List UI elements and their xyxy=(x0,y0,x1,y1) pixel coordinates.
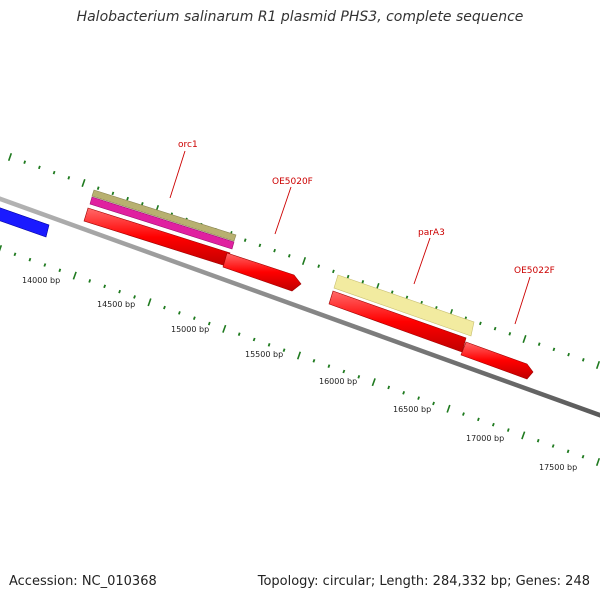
minor-tick xyxy=(28,257,32,262)
bp-label: 15500 bp xyxy=(245,350,283,359)
minor-tick xyxy=(357,375,361,379)
minor-tick xyxy=(192,316,196,321)
gene-label-parA3: parA3 xyxy=(418,228,445,238)
minor-tick xyxy=(282,348,286,353)
major-tick xyxy=(521,431,526,440)
minor-tick xyxy=(103,284,107,289)
minor-tick xyxy=(163,305,166,310)
minor-tick xyxy=(243,238,247,242)
major-tick xyxy=(296,351,302,360)
minor-tick xyxy=(432,401,435,406)
major-tick xyxy=(7,152,13,162)
minor-tick xyxy=(13,252,17,257)
map-title: Halobacterium salinarum R1 plasmid PHS3,… xyxy=(76,9,524,25)
minor-tick xyxy=(67,176,71,180)
bp-label: 14000 bp xyxy=(22,276,60,285)
major-tick xyxy=(147,298,152,307)
topology-summary: Topology: circular; Length: 284,332 bp; … xyxy=(257,574,590,589)
gene-label-orc1: orc1 xyxy=(178,140,198,150)
minor-tick xyxy=(178,311,181,315)
minor-tick xyxy=(237,332,241,336)
minor-tick xyxy=(551,444,555,448)
minor-tick xyxy=(38,165,41,170)
minor-tick xyxy=(390,290,394,294)
inner-tick-ring xyxy=(0,244,600,467)
minor-tick xyxy=(111,191,115,196)
major-tick xyxy=(522,334,527,344)
minor-tick xyxy=(361,280,365,284)
minor-tick xyxy=(126,196,129,201)
minor-tick xyxy=(506,428,510,432)
minor-tick xyxy=(479,321,482,326)
minor-tick xyxy=(317,264,321,268)
gene-parA3-pale[interactable] xyxy=(333,274,475,337)
minor-tick xyxy=(581,358,585,362)
minor-tick xyxy=(387,385,391,390)
bp-label: 17000 bp xyxy=(466,434,504,443)
minor-tick xyxy=(402,390,406,395)
major-tick xyxy=(0,244,3,252)
major-tick xyxy=(301,256,307,266)
minor-tick xyxy=(537,342,541,346)
minor-tick xyxy=(43,263,47,267)
bp-label: 16000 bp xyxy=(319,377,357,386)
accession-text: Accession: NC_010368 xyxy=(9,574,157,589)
major-tick xyxy=(595,457,600,467)
minor-tick xyxy=(346,274,350,279)
minor-tick xyxy=(567,352,570,357)
minor-tick xyxy=(58,268,62,273)
major-tick xyxy=(81,178,86,188)
major-tick xyxy=(371,378,376,387)
minor-tick xyxy=(267,343,271,347)
leader-OE5020F xyxy=(274,186,292,235)
minor-tick xyxy=(312,358,316,363)
bp-label: 16500 bp xyxy=(393,405,431,414)
minor-tick xyxy=(258,243,262,248)
minor-tick xyxy=(252,337,256,342)
major-tick xyxy=(595,360,600,370)
minor-tick xyxy=(536,438,540,443)
major-tick xyxy=(222,324,227,333)
minor-tick xyxy=(566,449,570,454)
minor-tick xyxy=(96,186,100,190)
gene-label-OE5022F: OE5022F xyxy=(514,266,555,276)
minor-tick xyxy=(140,202,144,206)
bp-label: 15000 bp xyxy=(171,325,209,334)
minor-tick xyxy=(52,170,56,175)
minor-tick xyxy=(207,321,211,326)
minor-tick xyxy=(552,347,556,352)
minor-tick xyxy=(273,248,276,253)
minor-tick xyxy=(493,326,497,331)
leader-orc1 xyxy=(169,150,186,199)
gene-OE5022F[interactable] xyxy=(460,341,534,380)
bp-label: 14500 bp xyxy=(97,300,135,309)
minor-tick xyxy=(133,295,136,299)
gene-blue[interactable] xyxy=(0,206,50,238)
minor-tick xyxy=(342,369,346,374)
gene-orc1-olive[interactable] xyxy=(91,189,237,242)
minor-tick xyxy=(332,269,335,274)
major-tick xyxy=(446,404,451,413)
minor-tick xyxy=(491,422,495,427)
minor-tick xyxy=(327,364,331,368)
sequence-backbone xyxy=(0,196,600,418)
minor-tick xyxy=(287,254,291,258)
gene-OE5020F[interactable] xyxy=(222,252,302,292)
minor-tick xyxy=(462,412,465,416)
minor-tick xyxy=(581,454,585,459)
leader-parA3 xyxy=(413,237,431,285)
minor-tick xyxy=(23,160,27,164)
minor-tick xyxy=(508,332,512,336)
gene-orc1-magenta[interactable] xyxy=(89,196,235,250)
bp-label: 17500 bp xyxy=(539,463,577,472)
gene-label-OE5020F: OE5020F xyxy=(272,177,313,187)
minor-tick xyxy=(477,417,480,422)
leader-OE5022F xyxy=(514,276,531,325)
minor-tick xyxy=(88,279,92,283)
minor-tick xyxy=(118,289,121,294)
minor-tick xyxy=(417,396,420,400)
major-tick xyxy=(72,271,77,280)
